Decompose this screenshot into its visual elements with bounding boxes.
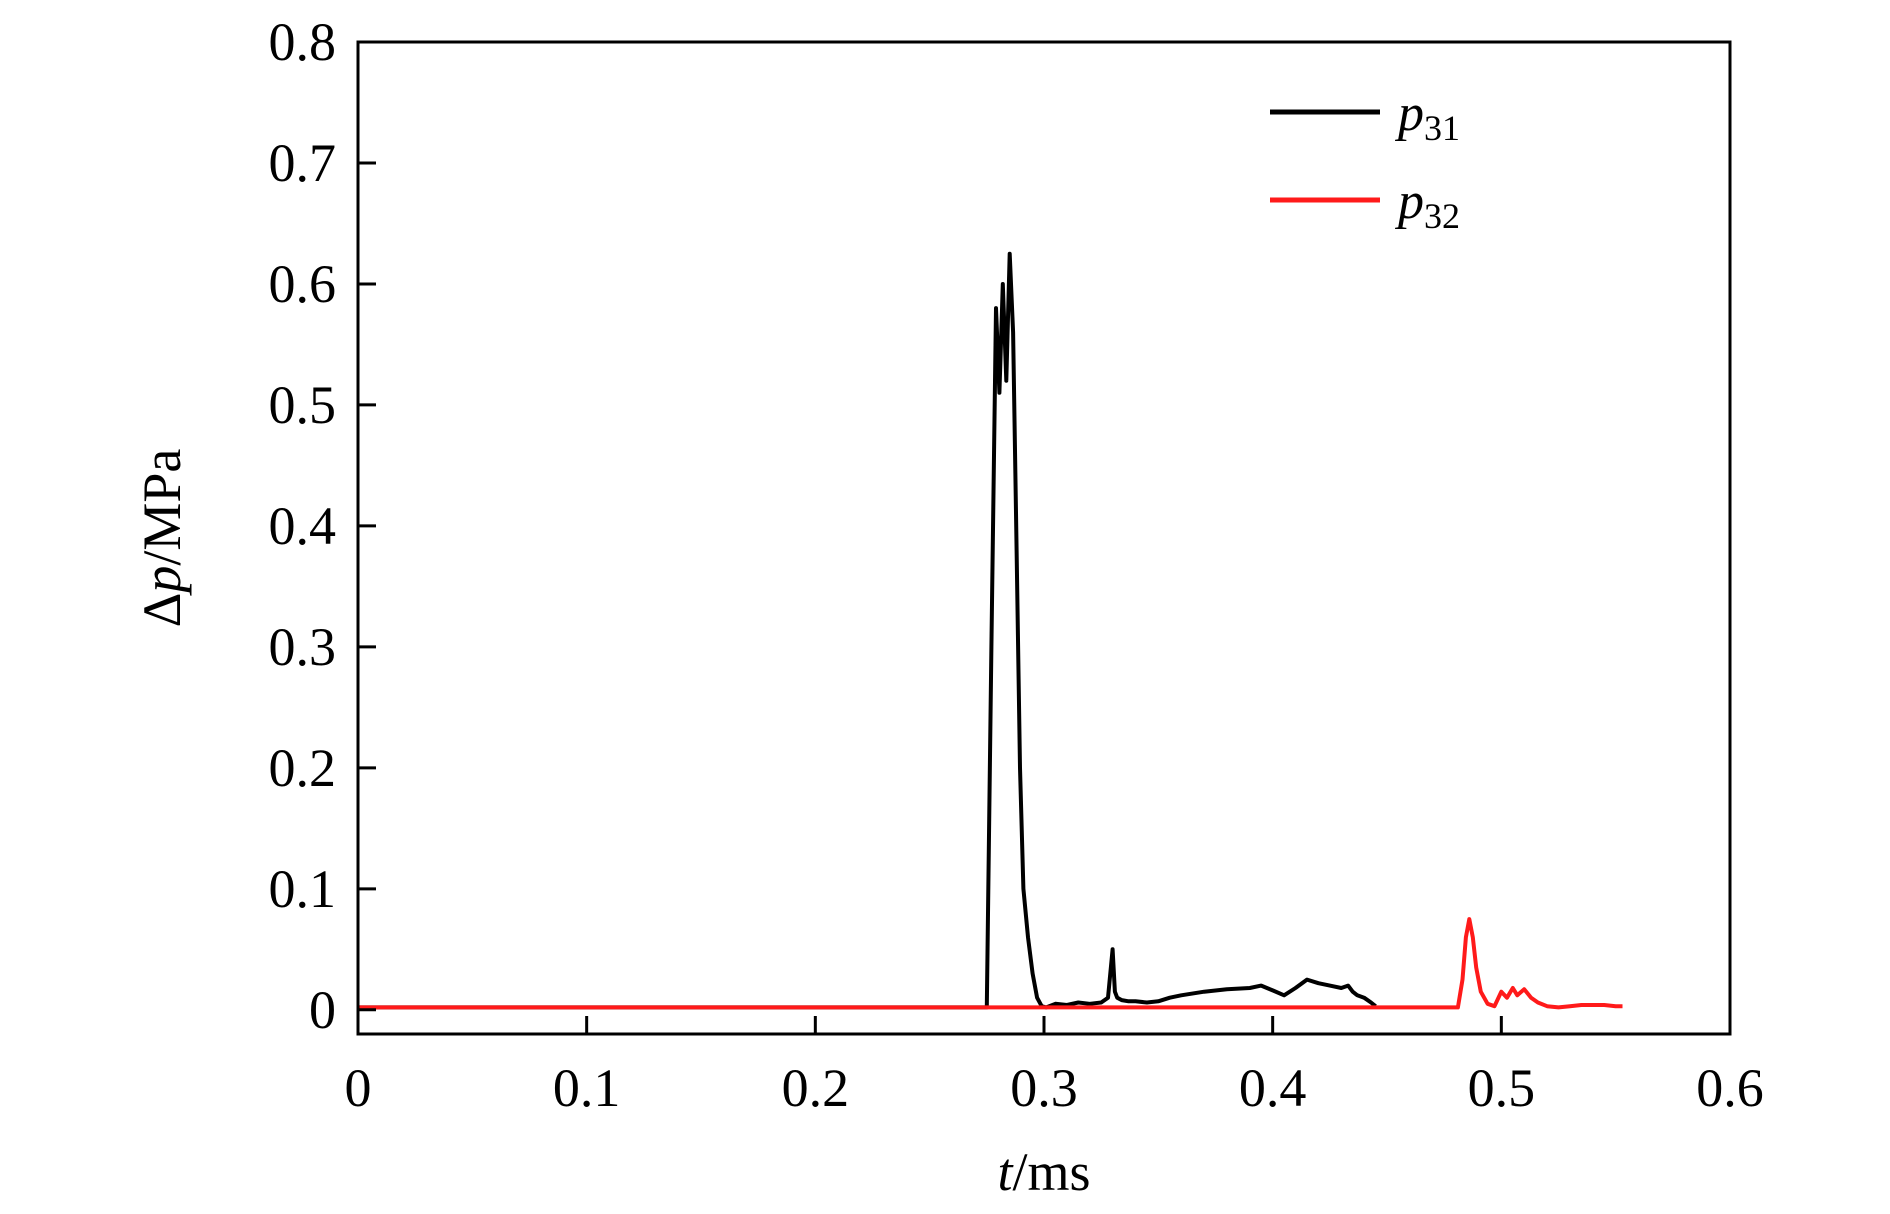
plot-frame (356, 40, 1732, 1036)
legend-label-p32: p32 (1394, 173, 1460, 236)
x-tick-label: 0.3 (1010, 1058, 1078, 1118)
y-axis-label-var: p (132, 566, 192, 597)
x-axis-label-var: t (997, 1142, 1014, 1202)
legend: p31 p32 (1270, 85, 1460, 236)
x-tick-label: 0.5 (1468, 1058, 1536, 1118)
x-axis-label-unit: /ms (1012, 1142, 1090, 1202)
y-axis-label: Δp/MPa (132, 449, 192, 628)
legend-label-p31-base: p (1394, 85, 1424, 142)
y-tick-label: 0.2 (269, 738, 337, 798)
x-tick-label: 0.6 (1696, 1058, 1764, 1118)
y-axis-label-unit: /MPa (132, 449, 192, 566)
x-axis: 0 0.1 0.2 0.3 0.4 0.5 0.6 (345, 1016, 1764, 1118)
x-tick-label: 0 (345, 1058, 372, 1118)
series-line-p31 (358, 251, 1377, 1010)
x-tick-label: 0.2 (782, 1058, 850, 1118)
y-tick-label: 0.8 (269, 12, 337, 72)
plot-lines (358, 251, 1623, 1010)
x-tick-label: 0.4 (1239, 1058, 1307, 1118)
y-tick-label: 0.7 (269, 133, 337, 193)
y-axis: 0 0.1 0.2 0.3 0.4 0.5 0.6 0.7 0.8 (269, 12, 376, 1040)
y-tick-label: 0.1 (269, 859, 337, 919)
legend-label-p31: p31 (1394, 85, 1460, 148)
y-tick-label: 0.6 (269, 254, 337, 314)
legend-label-p31-sub: 31 (1424, 108, 1460, 148)
x-axis-label: t/ms (997, 1142, 1090, 1202)
y-tick-label: 0 (309, 980, 336, 1040)
y-tick-label: 0.5 (269, 375, 337, 435)
y-tick-label: 0.4 (269, 496, 337, 556)
legend-label-p32-base: p (1394, 173, 1424, 230)
y-tick-label: 0.3 (269, 617, 337, 677)
x-tick-label: 0.1 (553, 1058, 621, 1118)
legend-label-p32-sub: 32 (1424, 196, 1460, 236)
y-axis-label-prefix: Δ (132, 593, 192, 628)
series-line-p32 (358, 917, 1623, 1010)
